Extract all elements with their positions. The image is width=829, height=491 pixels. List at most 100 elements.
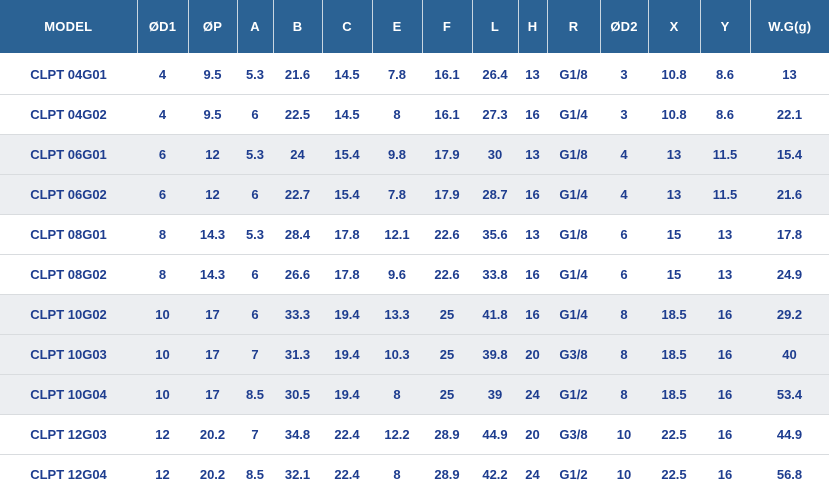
value-cell: 24: [518, 374, 547, 415]
model-cell: CLPT 08G01: [0, 214, 137, 255]
value-cell: 22.6: [422, 214, 472, 255]
header-cell-c: C: [321, 0, 372, 55]
value-cell: 20: [518, 414, 547, 455]
value-cell: 15.4: [750, 134, 829, 175]
model-cell: CLPT 10G04: [0, 374, 137, 415]
table-row: CLPT 12G04 12 20.2 8.5 32.1 22.4 8 28.9 42.2 24 G1…: [0, 454, 829, 491]
value-cell: 8.6: [700, 94, 750, 135]
value-cell: 20.2: [188, 454, 237, 491]
table-body: CLPT 04G01 4 9.5 5.3 21.6 14.5 7.8 16.1 26.4 13 G1…: [0, 54, 829, 491]
value-cell: 31.3: [273, 334, 322, 375]
value-cell: 30.5: [273, 374, 322, 415]
value-cell: 8: [372, 374, 422, 415]
value-cell: G1/4: [547, 294, 600, 335]
model-cell: CLPT 10G03: [0, 334, 137, 375]
value-cell: G1/8: [547, 214, 600, 255]
header-cell--d2: ØD2: [599, 0, 648, 55]
value-cell: 6: [600, 254, 648, 295]
value-cell: 4: [600, 174, 648, 215]
value-cell: 16: [518, 94, 547, 135]
table-row: CLPT 10G03 10 17 7 31.3 19.4 10.3 25 39.8 20 G3/8 8…: [0, 334, 829, 375]
value-cell: 13: [700, 214, 750, 255]
value-cell: 9.5: [188, 54, 237, 95]
value-cell: 10: [137, 294, 188, 335]
value-cell: 7.8: [372, 174, 422, 215]
value-cell: 34.8: [273, 414, 322, 455]
value-cell: 8: [137, 254, 188, 295]
value-cell: 17.9: [422, 174, 472, 215]
value-cell: G1/8: [547, 134, 600, 175]
table-row: CLPT 04G01 4 9.5 5.3 21.6 14.5 7.8 16.1 26.4 13 G1…: [0, 54, 829, 95]
value-cell: 13.3: [372, 294, 422, 335]
value-cell: 9.8: [372, 134, 422, 175]
value-cell: 16: [518, 294, 547, 335]
value-cell: 13: [518, 214, 547, 255]
value-cell: 25: [422, 334, 472, 375]
value-cell: 8: [372, 94, 422, 135]
value-cell: 24.9: [750, 254, 829, 295]
value-cell: 6: [137, 174, 188, 215]
value-cell: 16: [700, 334, 750, 375]
model-cell: CLPT 10G02: [0, 294, 137, 335]
value-cell: 8: [137, 214, 188, 255]
value-cell: 7: [237, 414, 273, 455]
value-cell: 33.8: [472, 254, 518, 295]
value-cell: 17: [188, 294, 237, 335]
header-cell-model: MODEL: [0, 0, 137, 55]
value-cell: 22.6: [422, 254, 472, 295]
value-cell: 17.8: [750, 214, 829, 255]
value-cell: 12: [137, 414, 188, 455]
value-cell: 7.8: [372, 54, 422, 95]
table-row: CLPT 10G04 10 17 8.5 30.5 19.4 8 25 39 24 G1/2 8 18.…: [0, 374, 829, 415]
value-cell: 19.4: [322, 374, 372, 415]
table-row: CLPT 06G02 6 12 6 22.7 15.4 7.8 17.9 28.7 16 G1/4 4…: [0, 174, 829, 215]
value-cell: 53.4: [750, 374, 829, 415]
value-cell: 10.8: [648, 94, 700, 135]
value-cell: 4: [137, 54, 188, 95]
value-cell: 39: [472, 374, 518, 415]
value-cell: G1/2: [547, 374, 600, 415]
value-cell: 15.4: [322, 134, 372, 175]
value-cell: 22.4: [322, 414, 372, 455]
value-cell: 6: [237, 174, 273, 215]
value-cell: 16: [700, 374, 750, 415]
value-cell: 42.2: [472, 454, 518, 491]
value-cell: 7: [237, 334, 273, 375]
value-cell: 30: [472, 134, 518, 175]
value-cell: 18.5: [648, 294, 700, 335]
header-cell-e: E: [371, 0, 422, 55]
value-cell: 16: [518, 254, 547, 295]
value-cell: G1/2: [547, 454, 600, 491]
value-cell: 16.1: [422, 94, 472, 135]
value-cell: 6: [237, 294, 273, 335]
value-cell: 28.4: [273, 214, 322, 255]
table-header: MODEL ØD1 ØP A B C E F L H R ØD2 X Y W.G(g): [0, 0, 829, 55]
value-cell: 13: [700, 254, 750, 295]
value-cell: 22.7: [273, 174, 322, 215]
header-cell-w-g-g-: W.G(g): [749, 0, 829, 55]
value-cell: 15: [648, 254, 700, 295]
table-row: CLPT 06G01 6 12 5.3 24 15.4 9.8 17.9 30 13 G1/8 4 13…: [0, 134, 829, 175]
value-cell: 22.5: [648, 454, 700, 491]
value-cell: 15.4: [322, 174, 372, 215]
value-cell: 3: [600, 54, 648, 95]
value-cell: 6: [137, 134, 188, 175]
value-cell: 40: [750, 334, 829, 375]
value-cell: 11.5: [700, 174, 750, 215]
value-cell: 14.5: [322, 54, 372, 95]
value-cell: 18.5: [648, 334, 700, 375]
value-cell: 19.4: [322, 294, 372, 335]
value-cell: 22.4: [322, 454, 372, 491]
value-cell: 32.1: [273, 454, 322, 491]
header-cell-y: Y: [699, 0, 750, 55]
value-cell: 17.8: [322, 254, 372, 295]
value-cell: 25: [422, 294, 472, 335]
value-cell: 16: [700, 454, 750, 491]
value-cell: 26.4: [472, 54, 518, 95]
value-cell: 4: [600, 134, 648, 175]
value-cell: 56.8: [750, 454, 829, 491]
value-cell: 16: [700, 414, 750, 455]
value-cell: 16: [700, 294, 750, 335]
header-cell--p: ØP: [187, 0, 237, 55]
